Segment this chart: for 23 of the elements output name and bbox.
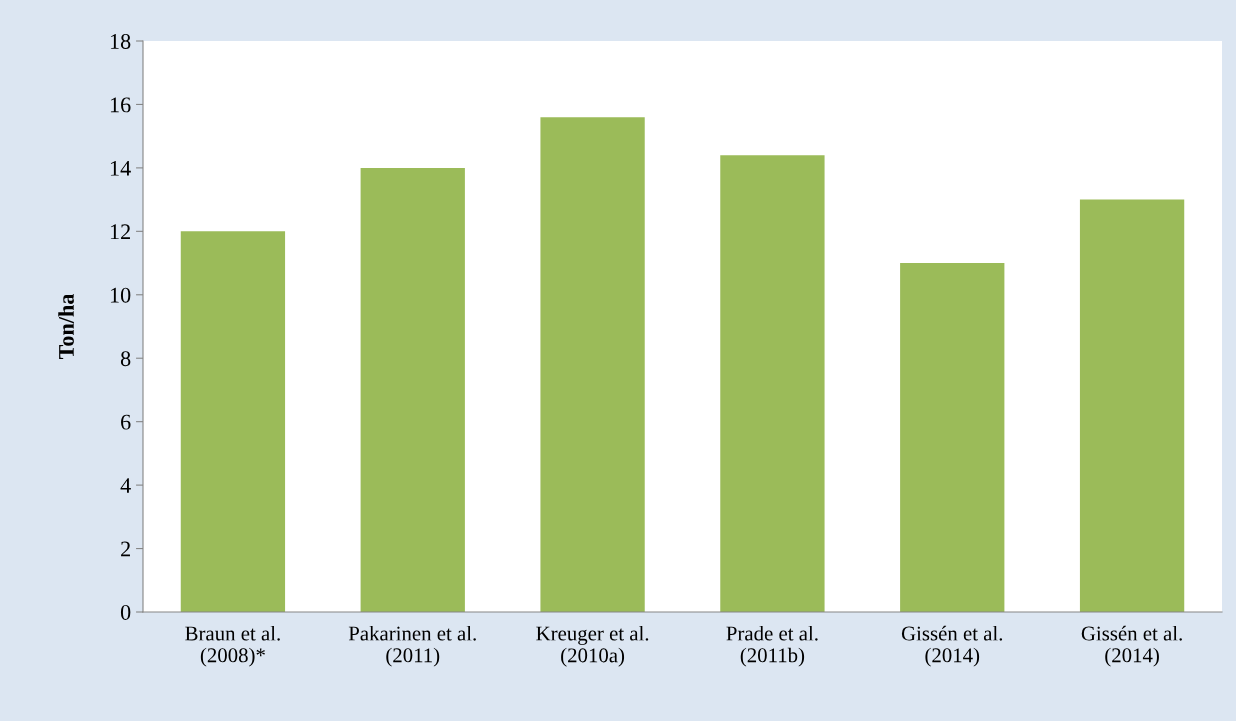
y-tick-label: 0: [120, 604, 131, 620]
y-tick-label: 18: [110, 33, 131, 49]
y-tick-label: 14: [110, 160, 131, 176]
x-tick-label: Gissén et al. (2014): [901, 625, 1003, 667]
x-tick-label: Prade et al. (2011b): [726, 625, 818, 667]
y-tick-label: 2: [121, 541, 130, 557]
bar: [360, 167, 465, 612]
bar: [1079, 199, 1185, 612]
y-tick-label: 16: [110, 97, 131, 113]
x-tick-label: Braun et al. (2008)*: [185, 625, 280, 667]
x-tick-label: Pakarinen et al. (2011): [348, 625, 476, 667]
y-tick-label: 12: [110, 224, 130, 240]
bar: [540, 117, 645, 612]
y-tick-label: 8: [120, 351, 131, 367]
bar: [720, 155, 825, 612]
x-tick-label: Gissén et al. (2014): [1081, 625, 1182, 667]
y-tick-label: 6: [121, 414, 131, 430]
bar: [180, 231, 286, 612]
x-tick-label: Kreuger et al. (2010a): [536, 625, 649, 667]
y-tick-label: 4: [120, 478, 131, 493]
bar: [900, 263, 1005, 612]
y-tick-label: 10: [110, 287, 131, 303]
y-axis-title: Ton/ha: [58, 293, 74, 360]
